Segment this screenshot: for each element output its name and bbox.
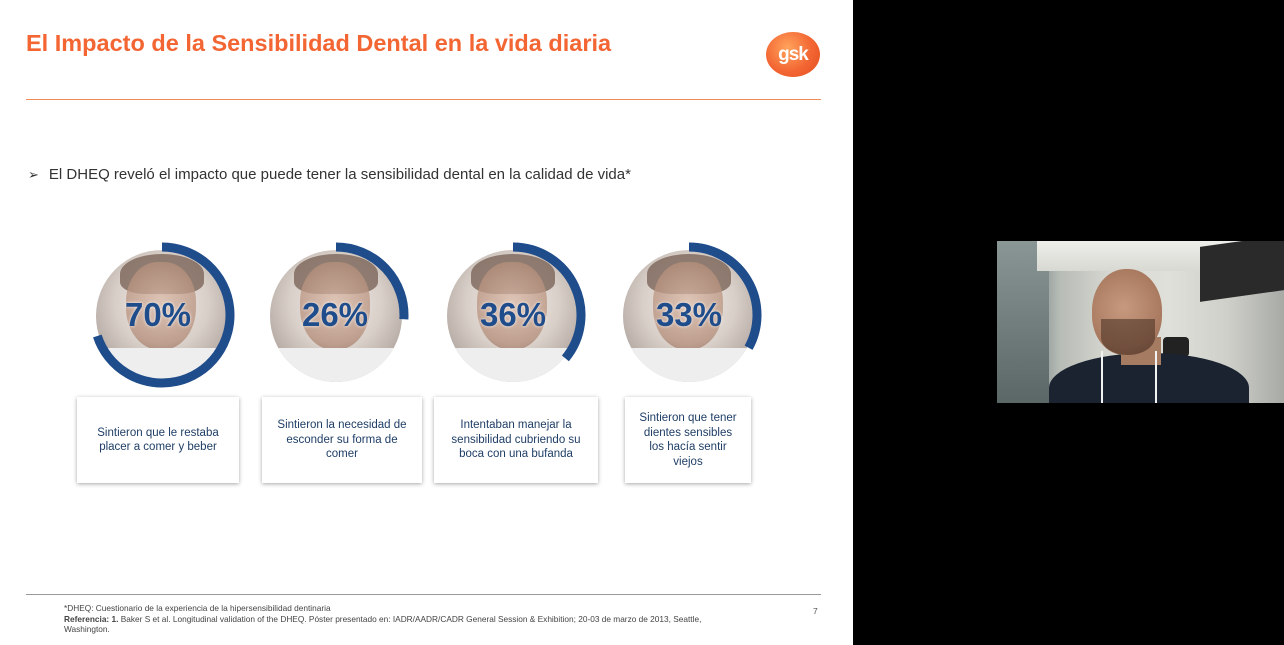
progress-arc-3: [512, 242, 586, 362]
person-photo-3: [447, 250, 579, 382]
footnote-reference: Referencia: 1. Baker S et al. Longitudin…: [64, 614, 744, 635]
photo-face: [126, 262, 196, 350]
progress-arc-4: [688, 242, 762, 350]
photo-face: [477, 262, 547, 350]
stat-value-4: 33%: [655, 296, 723, 333]
photo-face: [300, 262, 370, 350]
bullet-text: El DHEQ reveló el impacto que puede tene…: [48, 166, 631, 183]
progress-ring-4: [688, 242, 762, 350]
stat-value-3: 36%: [479, 296, 547, 333]
webcam-person-beard: [1101, 319, 1155, 355]
presentation-slide: El Impacto de la Sensibilidad Dental en …: [0, 0, 853, 645]
stat-caption-card-1: Sintieron que le restaba placer a comer …: [77, 397, 239, 483]
page-number: 7: [813, 606, 818, 616]
progress-ring-2: [335, 242, 409, 320]
stat-caption-card-3: Intentaban manejar la sensibilidad cubri…: [434, 397, 598, 483]
photo-shirt: [270, 348, 402, 382]
gsk-logo: gsk: [766, 32, 820, 77]
reference-label: Referencia: 1.: [64, 613, 119, 624]
bullet-point: ➢ El DHEQ reveló el impacto que puede te…: [28, 166, 631, 183]
slide-title: El Impacto de la Sensibilidad Dental en …: [26, 30, 612, 56]
photo-shirt: [447, 348, 579, 382]
progress-arc-2: [335, 242, 409, 320]
progress-ring-1: [93, 242, 235, 388]
stat-value-1: 70%: [124, 296, 192, 333]
person-photo-4: [623, 250, 755, 382]
photo-shirt: [623, 348, 755, 382]
webcam-background-cabinet: [1200, 241, 1284, 302]
stat-caption-card-4: Sintieron que tener dientes sensibles lo…: [625, 397, 751, 483]
person-photo-2: [270, 250, 402, 382]
footnote: *DHEQ: Cuestionario de la experiencia de…: [64, 603, 744, 635]
reference-text: Baker S et al. Longitudinal validation o…: [64, 613, 702, 635]
earphone-wire-right: [1155, 351, 1157, 403]
stat-caption-card-2: Sintieron la necesidad de esconder su fo…: [262, 397, 422, 483]
arrow-bullet-icon: ➢: [28, 166, 39, 182]
photo-face: [653, 262, 723, 350]
earphone-wire-left: [1101, 351, 1103, 403]
webcam-chair: [1163, 337, 1189, 357]
person-photo-1: [96, 250, 228, 382]
progress-ring-3: [512, 242, 586, 362]
progress-arc-1: [93, 242, 235, 388]
webcam-video-tile: [997, 241, 1284, 403]
stat-value-2: 26%: [301, 296, 369, 333]
title-divider: [26, 99, 821, 100]
footer-divider: [26, 594, 821, 595]
footnote-definition: *DHEQ: Cuestionario de la experiencia de…: [64, 603, 331, 613]
logo-text: gsk: [778, 43, 809, 65]
